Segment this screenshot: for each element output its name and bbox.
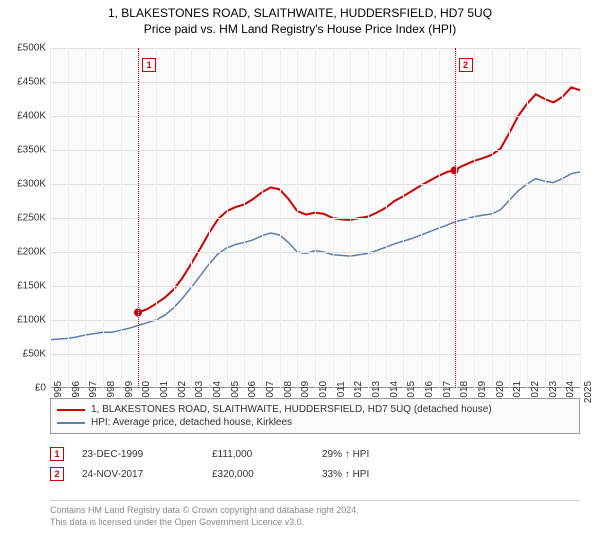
gridline xyxy=(350,48,351,388)
gridline xyxy=(68,48,69,388)
y-axis-label: £500K xyxy=(17,43,46,54)
gridline xyxy=(509,48,510,388)
y-axis-label: £200K xyxy=(17,247,46,258)
sale-marker-vline xyxy=(455,48,456,388)
legend-label: 1, BLAKESTONES ROAD, SLAITHWAITE, HUDDER… xyxy=(91,404,492,415)
sale-marker-box: 1 xyxy=(142,58,156,72)
legend-label: HPI: Average price, detached house, Kirk… xyxy=(91,417,292,428)
y-axis-label: £250K xyxy=(17,213,46,224)
gridline xyxy=(209,48,210,388)
y-axis-label: £400K xyxy=(17,111,46,122)
gridline xyxy=(227,48,228,388)
sale-price: £320,000 xyxy=(212,469,322,480)
footer: Contains HM Land Registry data © Crown c… xyxy=(50,500,580,528)
sale-row: 1 23-DEC-1999 £111,000 29% ↑ HPI xyxy=(50,444,580,464)
legend: 1, BLAKESTONES ROAD, SLAITHWAITE, HUDDER… xyxy=(50,398,580,434)
gridline xyxy=(386,48,387,388)
sale-row: 2 24-NOV-2017 £320,000 33% ↑ HPI xyxy=(50,464,580,484)
legend-swatch xyxy=(57,422,85,424)
title-block: 1, BLAKESTONES ROAD, SLAITHWAITE, HUDDER… xyxy=(0,0,600,38)
sale-pct: 33% ↑ HPI xyxy=(322,469,442,480)
gridline xyxy=(333,48,334,388)
gridline xyxy=(562,48,563,388)
gridline xyxy=(121,48,122,388)
sale-pct: 29% ↑ HPI xyxy=(322,449,442,460)
sale-date: 23-DEC-1999 xyxy=(82,449,212,460)
gridline xyxy=(50,48,51,388)
chart-container: 1, BLAKESTONES ROAD, SLAITHWAITE, HUDDER… xyxy=(0,0,600,560)
sale-marker-vline xyxy=(138,48,139,388)
gridline xyxy=(368,48,369,388)
y-axis-label: £350K xyxy=(17,145,46,156)
y-axis-label: £150K xyxy=(17,281,46,292)
sale-marker-box: 2 xyxy=(50,467,64,481)
chart-area: £0£50K£100K£150K£200K£250K£300K£350K£400… xyxy=(50,48,580,388)
title-subtitle: Price paid vs. HM Land Registry's House … xyxy=(0,22,600,36)
legend-item-hpi: HPI: Average price, detached house, Kirk… xyxy=(57,416,573,429)
legend-swatch xyxy=(57,409,85,411)
gridline xyxy=(580,48,581,388)
series-line-price_paid xyxy=(138,87,580,312)
gridline xyxy=(280,48,281,388)
sale-price: £111,000 xyxy=(212,449,322,460)
gridline xyxy=(545,48,546,388)
x-axis-label: 2025 xyxy=(583,381,594,403)
gridline xyxy=(474,48,475,388)
gridline xyxy=(103,48,104,388)
gridline xyxy=(403,48,404,388)
footer-line1: Contains HM Land Registry data © Crown c… xyxy=(50,505,580,517)
sale-marker-box: 1 xyxy=(50,447,64,461)
gridline xyxy=(456,48,457,388)
gridline xyxy=(439,48,440,388)
legend-item-price-paid: 1, BLAKESTONES ROAD, SLAITHWAITE, HUDDER… xyxy=(57,403,573,416)
gridline xyxy=(244,48,245,388)
gridline xyxy=(85,48,86,388)
sale-marker-box: 2 xyxy=(459,58,473,72)
gridline xyxy=(262,48,263,388)
footer-line2: This data is licensed under the Open Gov… xyxy=(50,517,580,529)
title-address: 1, BLAKESTONES ROAD, SLAITHWAITE, HUDDER… xyxy=(0,6,600,20)
y-axis-label: £450K xyxy=(17,77,46,88)
y-axis-label: £50K xyxy=(23,349,46,360)
gridline xyxy=(527,48,528,388)
y-axis-label: £0 xyxy=(35,383,46,394)
gridline xyxy=(315,48,316,388)
gridline xyxy=(156,48,157,388)
gridline xyxy=(421,48,422,388)
sale-date: 24-NOV-2017 xyxy=(82,469,212,480)
gridline xyxy=(174,48,175,388)
gridline xyxy=(191,48,192,388)
sales-list: 1 23-DEC-1999 £111,000 29% ↑ HPI 2 24-NO… xyxy=(50,444,580,484)
y-axis-label: £300K xyxy=(17,179,46,190)
y-axis-label: £100K xyxy=(17,315,46,326)
gridline xyxy=(297,48,298,388)
gridline xyxy=(492,48,493,388)
